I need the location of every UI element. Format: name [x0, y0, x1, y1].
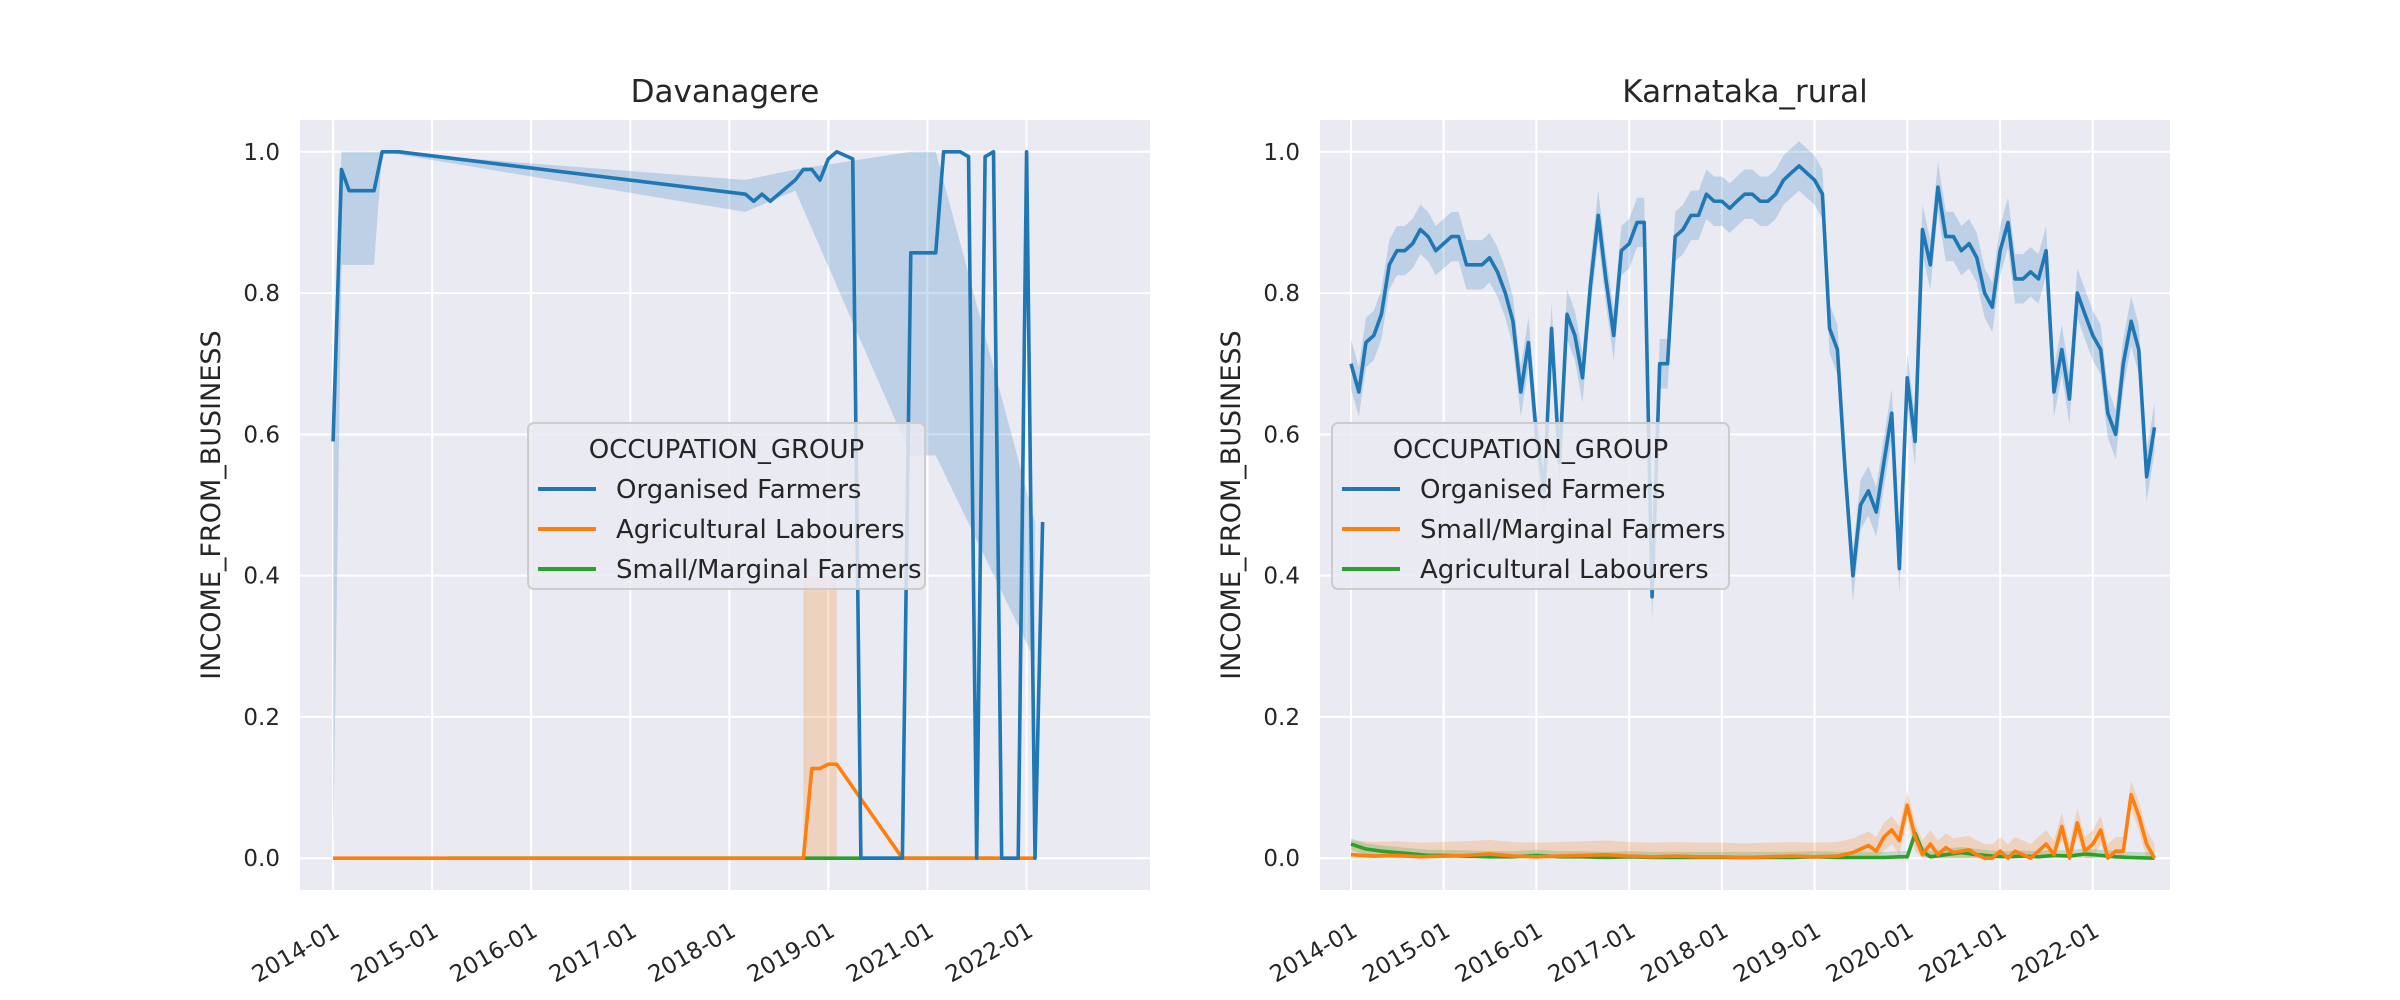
legend-box	[1331, 422, 1730, 590]
x-tick-label: 2019-01	[743, 918, 839, 989]
x-tick-label: 2015-01	[347, 918, 443, 989]
x-tick-label: 2021-01	[1915, 918, 2011, 989]
confidence-band-organised-farmers	[333, 151, 1036, 859]
x-tick-label: 2019-01	[1729, 918, 1825, 989]
x-tick-label: 2018-01	[1637, 918, 1733, 989]
x-tick-label: 2014-01	[1266, 918, 1362, 989]
y-tick-label: 0.0	[1263, 846, 1300, 872]
legend-entry: Organised Farmers	[616, 475, 861, 505]
x-tick-label: 2022-01	[2008, 918, 2104, 989]
y-axis-label: INCOME_FROM_BUSINESS	[1216, 330, 1247, 679]
legend: OCCUPATION_GROUP Organised Farmers Agricul…	[527, 422, 926, 590]
y-tick-label: 0.6	[1263, 422, 1300, 448]
x-tick-label: 2020-01	[1822, 918, 1918, 989]
chart-title: Davanagere	[631, 74, 820, 110]
y-tick-label: 0.4	[243, 564, 280, 590]
series-line-organised-farmers	[1349, 164, 2157, 599]
series-line-small-marginal-farmers	[1350, 792, 2157, 861]
y-tick-label: 1.0	[243, 140, 280, 166]
confidence-band-organised-farmers	[1350, 141, 2155, 622]
chart-panel-2: 0.00.20.40.60.81.02014-012015-012016-012…	[1216, 74, 2170, 988]
y-tick-label: 0.2	[243, 705, 280, 731]
y-tick-label: 0.4	[1263, 564, 1300, 590]
y-tick-label: 0.2	[1263, 705, 1300, 731]
x-tick-label: 2016-01	[446, 918, 542, 989]
x-tick-label: 2015-01	[1358, 918, 1454, 989]
legend: OCCUPATION_GROUP Organised Farmers Small/M…	[1331, 422, 1730, 590]
legend-entry: Small/Marginal Farmers	[1420, 515, 1726, 545]
legend-entry: Agricultural Labourers	[616, 515, 905, 545]
y-tick-label: 0.0	[243, 846, 280, 872]
x-tick-label: 2021-01	[842, 918, 938, 989]
x-tick-label: 2018-01	[644, 918, 740, 989]
plot-series-group	[1349, 141, 2157, 861]
series-line-agricultural-labourers	[333, 762, 1035, 861]
series-line-organised-farmers	[331, 149, 1045, 861]
y-tick-label: 1.0	[1263, 140, 1300, 166]
legend-box	[527, 422, 926, 590]
x-tick-label: 2017-01	[545, 918, 641, 989]
x-tick-label: 2017-01	[1544, 918, 1640, 989]
y-tick-label: 0.8	[1263, 281, 1300, 307]
legend-entry: Organised Farmers	[1420, 475, 1665, 505]
x-tick-label: 2022-01	[941, 918, 1037, 989]
confidence-band-small-marginal-farmers	[1350, 780, 2155, 859]
chart-title: Karnataka_rural	[1622, 74, 1867, 110]
y-tick-label: 0.8	[243, 281, 280, 307]
x-tick-label: 2016-01	[1451, 918, 1547, 989]
legend-entry: Agricultural Labourers	[1420, 555, 1709, 585]
legend-title: OCCUPATION_GROUP	[1393, 435, 1668, 465]
legend-title: OCCUPATION_GROUP	[589, 435, 864, 465]
y-axis-label: INCOME_FROM_BUSINESS	[196, 330, 227, 679]
x-tick-label: 2014-01	[248, 918, 344, 989]
plot-series-group	[331, 149, 1045, 861]
legend-entry: Small/Marginal Farmers	[616, 555, 922, 585]
y-tick-label: 0.6	[243, 422, 280, 448]
